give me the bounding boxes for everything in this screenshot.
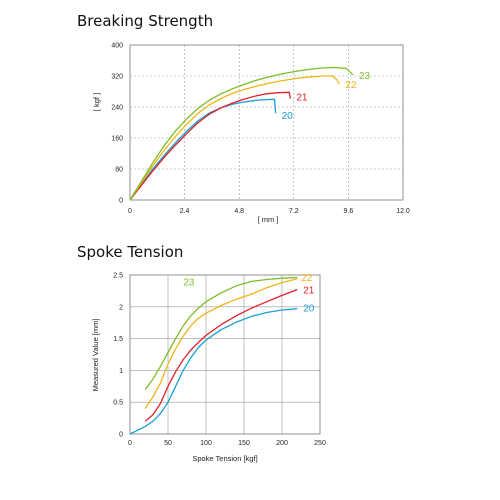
x-tick-label: 250	[314, 440, 326, 447]
x-tick-label: 4.8	[234, 208, 244, 215]
series-line-20	[129, 98, 277, 201]
breaking-strength-title: Breaking Strength	[77, 12, 214, 30]
chart-breaking-strength: 0 2.4 4.8 7.2 9.6 12.0 0 80 160 240 320 400 [ mm ] [ …	[92, 43, 410, 225]
y-tick-label: 80	[115, 167, 123, 174]
y-tick-label: 0.5	[113, 400, 123, 407]
y-axis-label: Measured Value [mm]	[91, 319, 100, 392]
series-label-22: 22	[345, 80, 357, 91]
series-label-23: 23	[183, 277, 195, 288]
series-label-21: 21	[303, 286, 315, 297]
x-tick-label: 7.2	[289, 208, 299, 215]
y-tick-label: 1.5	[113, 336, 123, 343]
plot-frame	[129, 274, 321, 435]
y-tick-label: 240	[111, 105, 123, 112]
series-label-23: 23	[359, 71, 371, 82]
series-label-21: 21	[296, 92, 308, 103]
x-tick-label: 100	[200, 440, 212, 447]
y-tick-label: 2.5	[113, 273, 123, 280]
series-label-20: 20	[303, 304, 315, 315]
series-label-20: 20	[282, 111, 294, 122]
y-tick-label: 0	[119, 198, 123, 205]
series-line-21	[144, 288, 298, 422]
series-line-23	[144, 276, 298, 390]
x-tick-label: 9.6	[344, 208, 354, 215]
series-line-20	[129, 308, 298, 435]
series-line-21	[129, 91, 292, 201]
x-tick-label: 200	[276, 440, 288, 447]
y-tick-label: 1	[119, 368, 123, 375]
spoke-tension-title: Spoke Tension	[77, 243, 184, 261]
x-tick-label: 2.4	[180, 208, 190, 215]
y-axis-label: [ kgf ]	[92, 93, 101, 111]
x-axis-label: [ mm ]	[258, 215, 279, 224]
y-tick-label: 0	[119, 432, 123, 439]
y-tick-label: 320	[111, 74, 123, 81]
x-tick-label: 150	[238, 440, 250, 447]
series-line-23	[129, 66, 354, 201]
x-axis-label: Spoke Tension [kgf]	[192, 454, 257, 463]
series-line-22	[129, 75, 340, 201]
x-tick-label: 12.0	[396, 208, 410, 215]
x-tick-label: 0	[128, 440, 132, 447]
y-tick-label: 160	[111, 136, 123, 143]
y-tick-label: 2	[119, 304, 123, 311]
x-tick-label: 0	[128, 208, 132, 215]
series-line-22	[144, 278, 298, 409]
plot-frame	[129, 44, 404, 201]
series-label-22: 22	[301, 273, 313, 284]
x-tick-label: 50	[164, 440, 172, 447]
chart-spoke-tension: 0 50 100 150 200 250 0 0.5 1 1.5 2 2.5 Spoke Tension…	[91, 273, 326, 464]
y-tick-label: 400	[111, 43, 123, 50]
